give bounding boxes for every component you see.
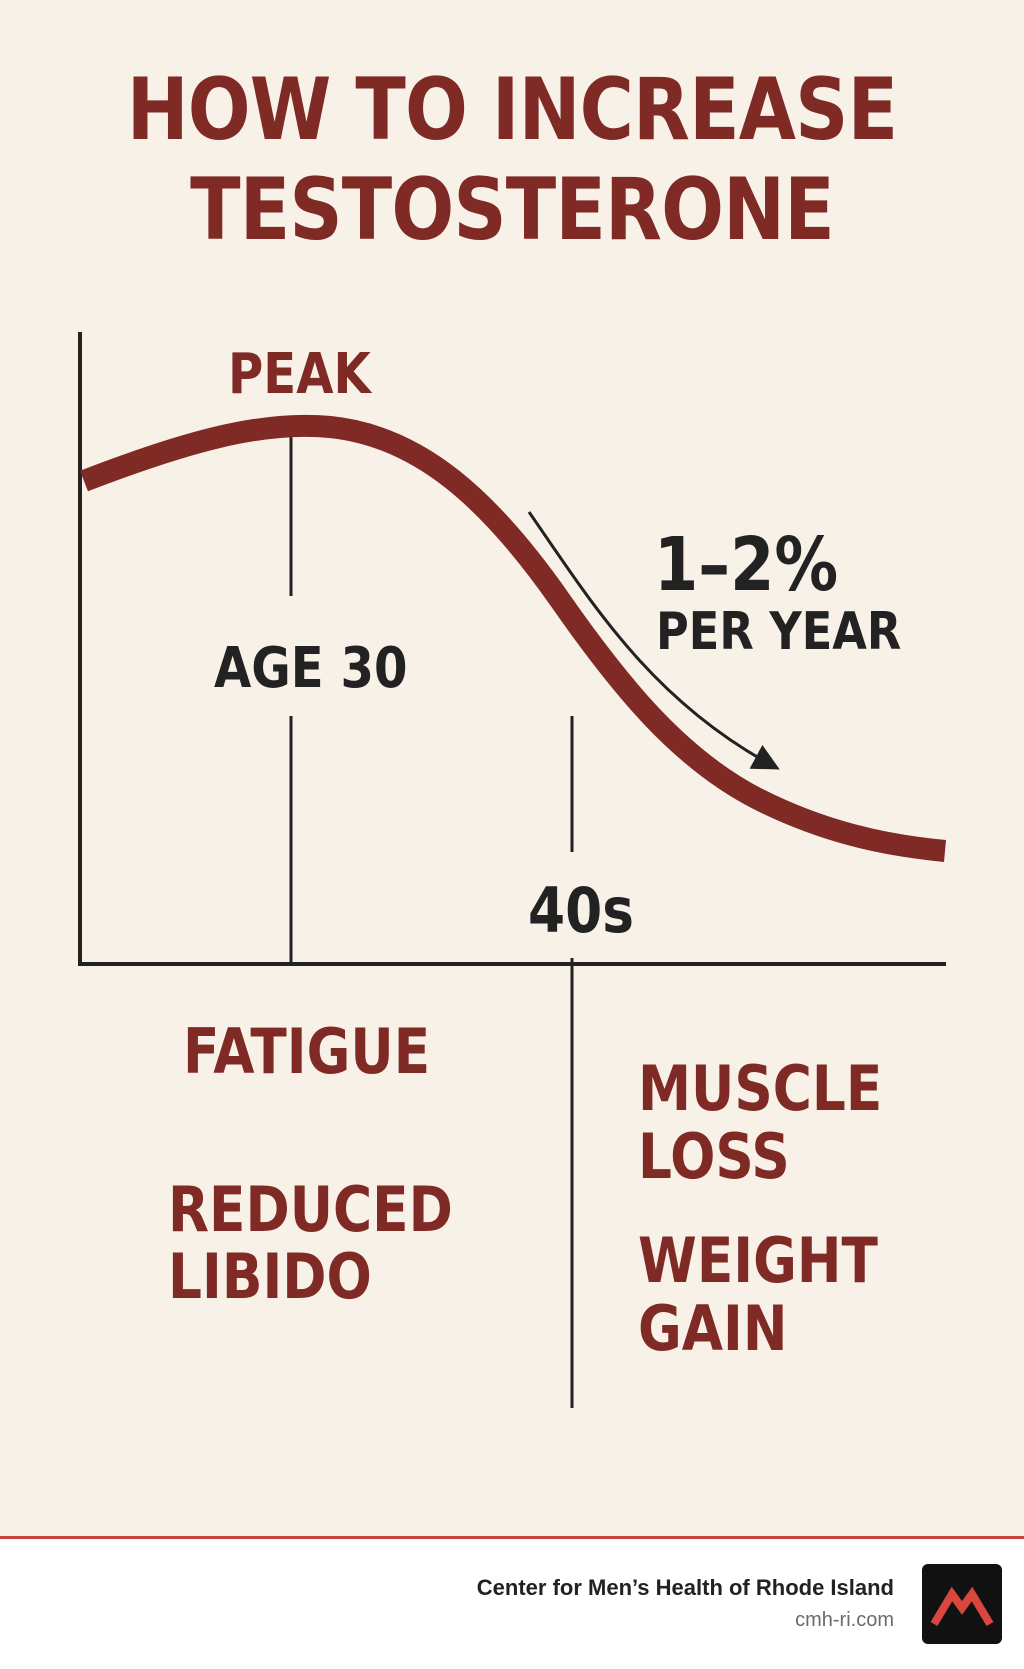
organization-name: Center for Men’s Health of Rhode Island: [476, 1575, 894, 1600]
testosterone-curve: [80, 414, 947, 862]
title-line-2: TESTOSTERONE: [190, 160, 835, 260]
symptom-weight: WEIGHT: [638, 1224, 878, 1297]
symptom-fatigue: FATIGUE: [183, 1015, 431, 1088]
age-30-label: AGE 30: [214, 636, 408, 701]
title-line-1: HOW TO INCREASE: [126, 60, 898, 160]
peak-label: PEAK: [228, 342, 371, 407]
symptom-reduced: REDUCED: [168, 1173, 453, 1246]
decline-arrow-icon: [527, 511, 780, 770]
forties-label: 40s: [528, 874, 634, 947]
decline-rate-value: 1–2%: [654, 522, 839, 608]
page-title: HOW TO INCREASE TESTOSTERONE: [72, 60, 953, 260]
symptom-loss: LOSS: [638, 1120, 790, 1193]
symptom-muscle: MUSCLE: [638, 1052, 883, 1125]
website-link[interactable]: cmh-ri.com: [795, 1609, 894, 1631]
decline-rate-unit: PER YEAR: [656, 602, 902, 662]
mountain-logo-icon[interactable]: [922, 1564, 1002, 1644]
footer: Center for Men’s Health of Rhode Island …: [0, 1536, 1024, 1669]
symptom-libido: LIBIDO: [168, 1240, 372, 1313]
testosterone-decline-diagram: [78, 332, 947, 1408]
symptom-gain: GAIN: [638, 1292, 788, 1365]
